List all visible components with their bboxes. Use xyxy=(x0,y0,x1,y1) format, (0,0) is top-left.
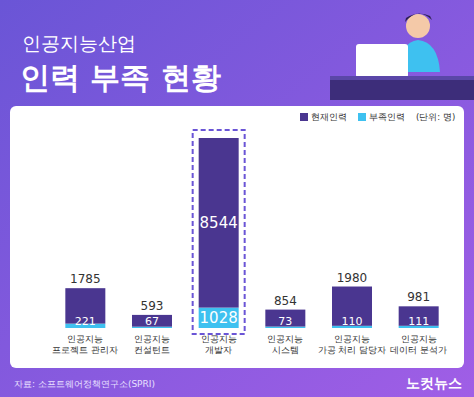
desk xyxy=(330,78,474,100)
data-label: 1785 xyxy=(70,272,101,286)
category-line: 가공 처리 담당자 xyxy=(318,345,386,355)
illustration xyxy=(330,13,474,100)
data-label: 67 xyxy=(145,315,159,328)
title: 인력 부족 현황 xyxy=(20,60,221,95)
source: 자료: 소프트웨어정책연구소(SPRI) xyxy=(14,379,155,389)
highlight-box xyxy=(193,130,245,334)
credit: 노컷뉴스 xyxy=(406,375,462,391)
category-line: 인공지능 xyxy=(401,334,437,344)
legend-label: 부족인력 xyxy=(369,112,405,122)
category-line: 데이터 분석가 xyxy=(390,345,447,355)
legend-swatch xyxy=(358,113,366,121)
hair xyxy=(405,13,432,22)
category-label: 인공지능개발자 xyxy=(201,334,237,355)
category-line: 프로젝트 관리자 xyxy=(52,345,118,355)
background xyxy=(0,0,474,397)
chart: 인공지능산업인력 부족 현황현재인력 부족인력 (단위: 명) 221 1785 67 59… xyxy=(0,0,474,397)
desk-top xyxy=(330,76,474,80)
category-line: 인공지능 xyxy=(67,334,103,344)
unit-label: (단위: 명) xyxy=(416,112,455,122)
chart-root: 인공지능산업인력 부족 현황현재인력 부족인력 (단위: 명) 221 1785 67 59… xyxy=(0,0,474,397)
data-label: 854 xyxy=(274,294,297,308)
data-label: 73 xyxy=(278,315,292,328)
category-label: 인공지능시스템 xyxy=(267,334,303,355)
data-label: 111 xyxy=(408,315,429,328)
data-labels: 221 1785 67 593 1028 8544 73 854 110 1980 111 981 xyxy=(70,214,430,328)
category-label: 인공지능데이터 분석가 xyxy=(390,334,447,355)
panel xyxy=(10,106,464,368)
data-label: 593 xyxy=(141,299,164,313)
category-label: 인공지능컨설턴트 xyxy=(134,334,170,355)
data-label: 8544 xyxy=(200,214,238,232)
category-line: 인공지능 xyxy=(134,334,170,344)
category-line: 개발자 xyxy=(205,345,232,355)
legend: 현재인력 부족인력 (단위: 명) xyxy=(300,112,455,122)
data-label: 981 xyxy=(407,290,430,304)
legend-swatch xyxy=(300,113,308,121)
category-label: 인공지능가공 처리 담당자 xyxy=(318,334,386,355)
category-line: 인공지능 xyxy=(267,334,303,344)
bar-segment xyxy=(199,308,239,328)
head xyxy=(406,14,430,38)
bars xyxy=(65,138,438,328)
subtitle: 인공지능산업 xyxy=(22,32,136,54)
laptop xyxy=(356,44,408,78)
category-line: 인공지능 xyxy=(201,334,237,344)
category-line: 인공지능 xyxy=(334,334,370,344)
data-label: 221 xyxy=(75,315,96,328)
data-label: 110 xyxy=(342,315,363,328)
category-line: 시스템 xyxy=(272,345,299,355)
legend-label: 현재인력 xyxy=(311,112,347,122)
bar-segment xyxy=(199,138,239,308)
data-label: 1980 xyxy=(337,271,368,285)
data-label: 1028 xyxy=(200,309,238,327)
category-line: 컨설턴트 xyxy=(134,345,170,355)
category-label: 인공지능프로젝트 관리자 xyxy=(52,334,118,355)
